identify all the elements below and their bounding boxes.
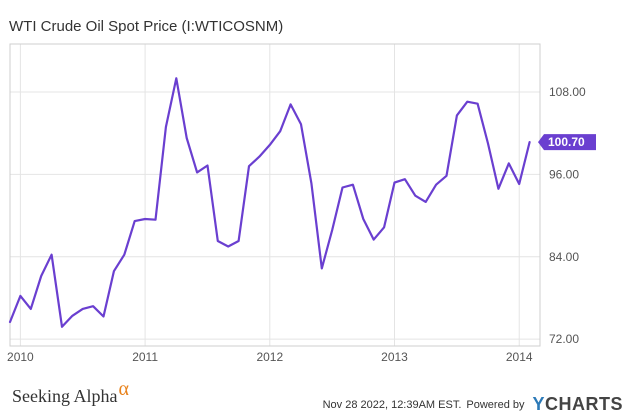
- seeking-alpha-logo: Seeking Alphaα: [12, 378, 129, 408]
- chart-title: WTI Crude Oil Spot Price (I:WTICOSNM): [9, 18, 284, 35]
- data-point[interactable]: [350, 182, 356, 188]
- y-tick-label: 108.00: [549, 85, 586, 99]
- data-point[interactable]: [142, 216, 148, 222]
- data-point[interactable]: [7, 319, 13, 325]
- x-tick-label: 2010: [7, 350, 34, 364]
- last-value-callout: 100.70: [538, 134, 596, 151]
- data-point[interactable]: [506, 160, 512, 166]
- data-point[interactable]: [246, 163, 252, 169]
- x-tick-label: 2011: [132, 350, 158, 364]
- data-point[interactable]: [464, 99, 470, 105]
- data-point[interactable]: [277, 128, 283, 134]
- data-point[interactable]: [49, 252, 55, 258]
- data-point[interactable]: [90, 303, 96, 309]
- data-point[interactable]: [184, 135, 190, 141]
- data-point[interactable]: [371, 237, 377, 243]
- data-point[interactable]: [204, 162, 210, 168]
- data-point[interactable]: [516, 181, 522, 187]
- data-point[interactable]: [215, 238, 221, 244]
- data-point[interactable]: [225, 243, 231, 249]
- data-point[interactable]: [443, 173, 449, 179]
- ycharts-y: Y: [532, 394, 545, 414]
- data-point[interactable]: [288, 101, 294, 107]
- y-axis-ticks: 72.00 84.00 96.00 108.00: [549, 85, 586, 346]
- data-point[interactable]: [433, 182, 439, 188]
- series-line: [8, 77, 531, 328]
- data-point[interactable]: [485, 141, 491, 147]
- data-point[interactable]: [132, 218, 138, 224]
- y-tick-label: 96.00: [549, 167, 579, 181]
- data-point[interactable]: [319, 265, 325, 271]
- x-tick-label: 2014: [506, 350, 533, 364]
- data-point[interactable]: [101, 313, 107, 319]
- timestamp: Nov 28 2022, 12:39AM EST.: [322, 398, 462, 411]
- last-value-badge: [538, 134, 596, 151]
- data-point[interactable]: [173, 75, 179, 81]
- data-point[interactable]: [412, 193, 418, 199]
- data-point[interactable]: [308, 180, 314, 186]
- x-axis-ticks: 2010 2011 2012 2013 2014: [7, 350, 533, 364]
- data-point[interactable]: [236, 238, 242, 244]
- ycharts-text: CHARTS: [545, 394, 623, 414]
- data-point[interactable]: [59, 324, 65, 330]
- data-point[interactable]: [360, 216, 366, 222]
- x-tick-label: 2012: [256, 350, 283, 364]
- data-point[interactable]: [495, 186, 501, 192]
- data-point[interactable]: [267, 142, 273, 148]
- grid-lines: [10, 44, 540, 346]
- data-point[interactable]: [454, 112, 460, 118]
- ycharts-logo[interactable]: Y CHARTS: [532, 394, 623, 415]
- x-tick-label: 2013: [381, 350, 408, 364]
- data-point[interactable]: [28, 306, 34, 312]
- data-point[interactable]: [69, 313, 75, 319]
- data-point[interactable]: [80, 306, 86, 312]
- brand-name: Seeking Alpha: [12, 386, 118, 406]
- series-group: [7, 75, 533, 330]
- y-tick-label: 84.00: [549, 250, 579, 264]
- data-point[interactable]: [527, 139, 533, 145]
- alpha-symbol: α: [118, 378, 129, 400]
- data-point[interactable]: [340, 184, 346, 190]
- data-point[interactable]: [475, 101, 481, 107]
- data-point[interactable]: [329, 227, 335, 233]
- data-point[interactable]: [256, 154, 262, 160]
- data-point[interactable]: [121, 252, 127, 258]
- data-point[interactable]: [402, 176, 408, 182]
- data-point[interactable]: [163, 124, 169, 130]
- data-point[interactable]: [194, 169, 200, 175]
- data-point[interactable]: [381, 224, 387, 230]
- footer-attribution: Nov 28 2022, 12:39AM EST. Powered by Y CH…: [323, 394, 623, 415]
- data-point[interactable]: [38, 273, 44, 279]
- last-value-label: 100.70: [548, 135, 585, 149]
- powered-by-label: Powered by: [466, 398, 525, 411]
- data-point[interactable]: [392, 180, 398, 186]
- data-point[interactable]: [298, 121, 304, 127]
- y-tick-label: 72.00: [549, 332, 579, 346]
- data-point[interactable]: [152, 217, 158, 223]
- data-point[interactable]: [17, 293, 23, 299]
- plot-frame: [9, 43, 541, 347]
- data-point[interactable]: [423, 199, 429, 205]
- data-point[interactable]: [111, 268, 117, 274]
